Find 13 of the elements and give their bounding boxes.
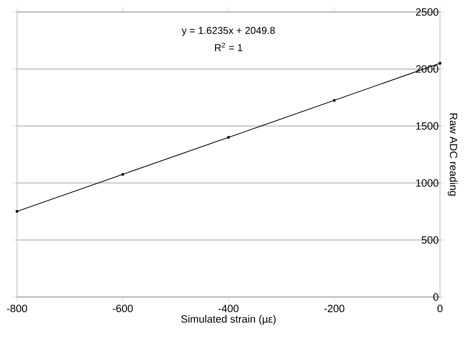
annotation: y = 1.6235x + 2049.8 [182,26,275,36]
x-tick-label: -200 [324,304,344,312]
x-tick-label: -400 [218,304,239,312]
x-tick-label: -600 [112,304,133,312]
annotation: R$^{2}$ = 1 [215,42,242,52]
x-axis-title: Simulated strain (µε) [181,315,276,325]
y-tick-label: 0 [433,293,438,301]
y-tick-label: 2500 [416,8,438,16]
y-tick-label: 1500 [416,122,438,130]
y-tick-label: 500 [422,236,438,244]
x-tick-label: -800 [7,304,28,312]
y-axis-title: Raw ADC reading [448,113,458,196]
y-tick-label: 1000 [416,179,438,187]
